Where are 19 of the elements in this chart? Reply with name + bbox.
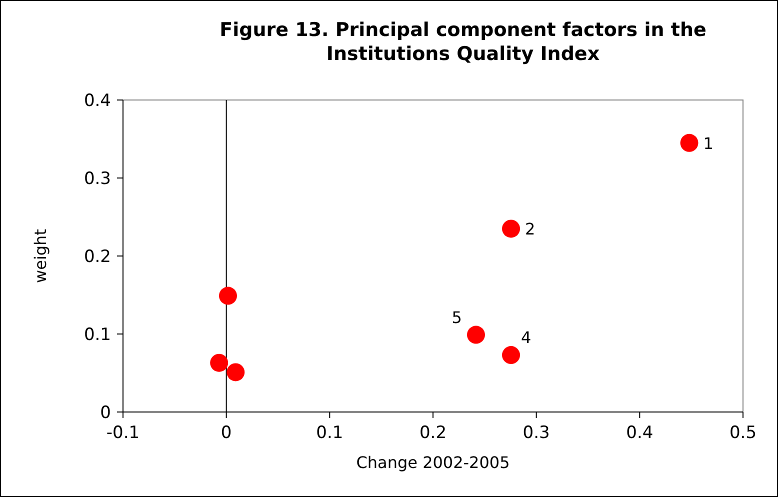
- annotation: 1: [703, 134, 714, 153]
- x-axis-title: Change 2002-2005: [356, 453, 510, 472]
- x-tick-label: 0.1: [316, 423, 344, 443]
- y-tick-label: 0.3: [84, 169, 111, 189]
- annotation: 4: [521, 328, 532, 348]
- x-tick-label: -0.1: [106, 423, 140, 443]
- annotation: 5: [452, 308, 462, 327]
- y-tick-label: 0.2: [84, 247, 111, 267]
- x-tick-label: 0.2: [419, 423, 447, 443]
- y-tick-label: 0.4: [84, 91, 111, 111]
- y-axis-title: weight: [31, 229, 50, 283]
- x-tick-label: 0.5: [729, 423, 757, 443]
- x-tick-label: 0: [220, 423, 232, 443]
- x-tick-label: 0.4: [626, 423, 654, 443]
- annotation: 2: [525, 220, 536, 239]
- y-tick-label: 0.1: [84, 325, 111, 345]
- x-tick-label: 0.3: [522, 423, 550, 443]
- y-tick-label: 0: [100, 403, 111, 423]
- chart-title: Figure 13. Principal component factors in the Institutions Quality Index: [220, 19, 706, 65]
